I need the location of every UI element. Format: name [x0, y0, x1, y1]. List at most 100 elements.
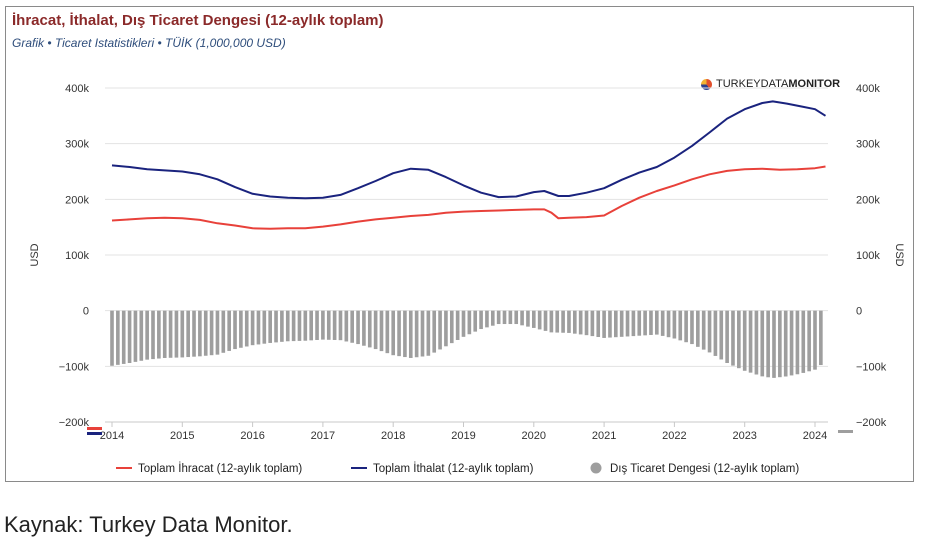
balance-bar	[180, 310, 185, 358]
balance-bar	[326, 310, 331, 340]
balance-bar	[151, 310, 155, 360]
balance-bar	[192, 310, 196, 357]
balance-bar	[449, 310, 454, 344]
xtick-label: 2021	[592, 430, 616, 442]
ytick-left-label: 300k	[65, 139, 89, 151]
balance-bar	[344, 310, 349, 342]
balance-bar	[186, 310, 190, 358]
balance-bar	[789, 310, 794, 376]
balance-bar	[561, 310, 565, 333]
axes: −200k −200k −100k −100k 0 0 100k 100k 200k 200k 30…	[29, 83, 905, 442]
chart-svg: −200k −200k −100k −100k 0 0 100k 100k 200k 200k 30…	[29, 83, 905, 475]
source-caption: Kaynak: Turkey Data Monitor.	[4, 512, 293, 537]
balance-bar	[701, 310, 706, 350]
balance-bar	[531, 310, 536, 328]
balance-bar	[362, 310, 366, 346]
balance-bar	[655, 310, 659, 335]
balance-bar	[549, 310, 554, 333]
balance-bar	[262, 310, 267, 344]
balance-bar	[795, 310, 800, 375]
balance-bar	[713, 310, 718, 356]
legend-item-balance[interactable]: Dış Ticaret Dengesi (12-aylık toplam)	[590, 462, 800, 476]
balance-bar	[350, 310, 355, 343]
balance-bar	[332, 310, 337, 340]
legend-item-import[interactable]: Toplam İthalat (12-aylık toplam)	[351, 462, 534, 475]
balance-bar	[139, 310, 144, 361]
balance-bar	[309, 310, 313, 341]
balance-bar	[801, 310, 806, 373]
balance-bar	[432, 310, 437, 353]
balance-bar	[162, 310, 167, 358]
balance-bar	[321, 310, 325, 340]
legend-label: Dış Ticaret Dengesi (12-aylık toplam)	[610, 463, 799, 475]
balance-bar	[367, 310, 372, 348]
balance-bar	[110, 310, 114, 366]
balance-bar	[508, 310, 513, 325]
y-axis-left-title: USD	[29, 243, 41, 266]
balance-bar	[666, 310, 671, 338]
balance-bar	[127, 310, 132, 363]
balance-bar	[315, 310, 319, 340]
balance-bar	[678, 310, 683, 341]
y-axis-right-title: USD	[893, 243, 905, 266]
balance-bar	[690, 310, 694, 345]
balance-bar	[485, 310, 489, 328]
balance-bar	[408, 310, 413, 358]
balance-bar	[584, 310, 589, 336]
balance-bar	[754, 310, 759, 375]
gridlines	[105, 87, 828, 423]
legend-label: Toplam İhracat (12-aylık toplam)	[138, 462, 302, 475]
ytick-left-label: 100k	[65, 250, 89, 262]
balance-bar	[274, 310, 278, 343]
balance-bar	[502, 310, 507, 325]
import-line	[111, 100, 827, 200]
balance-bar	[748, 310, 753, 373]
balance-bar	[619, 310, 624, 337]
chart-subtitle: Grafik • Ticaret Istatistikleri • TÜİK (…	[12, 36, 286, 50]
balance-bar	[239, 310, 243, 348]
ytick-left-label: 0	[83, 306, 89, 318]
balance-bar	[303, 310, 308, 341]
balance-bar	[157, 310, 161, 359]
balance-bar	[356, 310, 360, 345]
balance-bar	[297, 310, 302, 341]
balance-bar	[397, 310, 401, 357]
legend: Toplam İhracat (12-aylık toplam) Toplam İ…	[116, 462, 799, 475]
balance-bar	[221, 310, 226, 353]
balance-bar	[403, 310, 407, 358]
balance-bar	[444, 310, 448, 347]
balance-bar	[602, 310, 606, 338]
brand-logo-icon	[701, 78, 712, 90]
balance-bar	[379, 310, 384, 352]
balance-bar	[133, 310, 138, 362]
xtick-label: 2022	[662, 430, 686, 442]
xtick-label: 2024	[803, 430, 827, 442]
xtick-label: 2014	[100, 430, 124, 442]
balance-bar	[215, 310, 220, 355]
balance-bar	[280, 310, 284, 342]
balance-bar	[414, 310, 419, 358]
balance-bars	[110, 310, 823, 378]
balance-bar	[614, 310, 618, 338]
balance-bar	[731, 310, 735, 366]
xtick-label: 2017	[311, 430, 335, 442]
xtick-label: 2020	[522, 430, 546, 442]
balance-bar	[737, 310, 741, 369]
balance-bar	[420, 310, 425, 357]
balance-bar	[819, 310, 823, 366]
balance-bar	[496, 310, 501, 325]
balance-bar	[227, 310, 231, 351]
balance-bar	[725, 310, 729, 363]
legend-item-export[interactable]: Toplam İhracat (12-aylık toplam)	[116, 462, 302, 475]
balance-bar	[766, 310, 770, 378]
range-handle-left-export	[87, 427, 102, 430]
ytick-left-label: −200k	[59, 417, 90, 429]
balance-bar	[168, 310, 173, 358]
balance-bar	[649, 310, 653, 335]
xtick-label: 2016	[240, 430, 264, 442]
brand-logo: TURKEYDATAMONITOR	[701, 78, 840, 90]
balance-bar	[490, 310, 495, 326]
balance-bar	[256, 310, 261, 345]
balance-bar	[772, 310, 776, 378]
balance-bar	[590, 310, 595, 337]
